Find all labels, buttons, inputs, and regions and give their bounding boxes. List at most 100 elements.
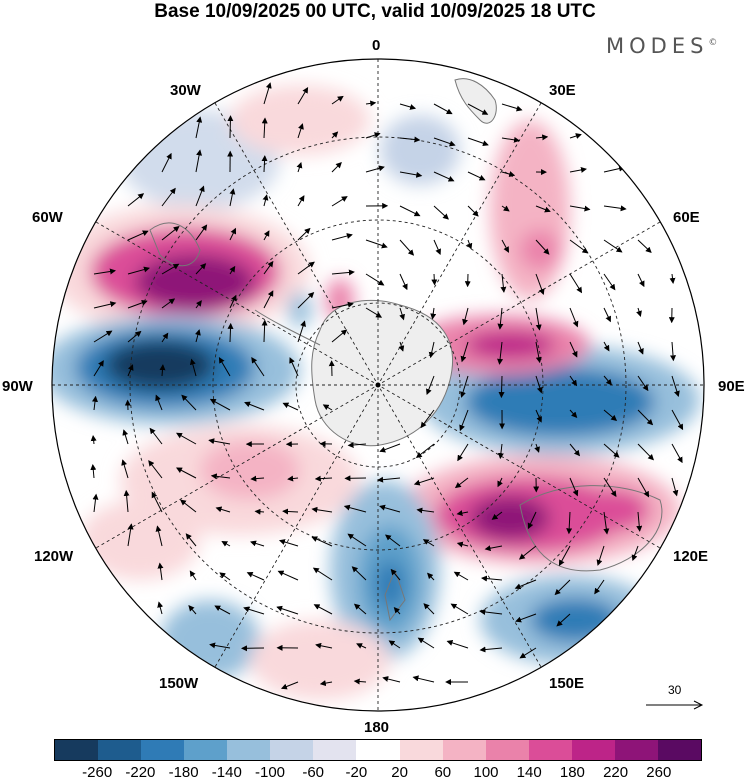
wind-vector <box>262 194 269 207</box>
wind-vector <box>218 357 231 377</box>
wind-vector <box>297 320 306 343</box>
wind-vector <box>313 604 333 615</box>
wind-vector <box>157 562 164 581</box>
wind-vector <box>433 239 441 256</box>
colorbar-tick-label: 60 <box>434 764 452 781</box>
colorbar-swatch <box>571 740 615 760</box>
colorbar-tick-label: 220 <box>603 764 629 781</box>
wind-vector <box>221 541 231 547</box>
wind-vector <box>353 603 367 615</box>
wind-vector <box>322 404 333 411</box>
wind-vector <box>569 443 581 457</box>
wind-vector <box>246 571 265 581</box>
wind-vector <box>671 409 684 431</box>
wind-vector <box>250 475 265 482</box>
wind-vector <box>631 545 639 562</box>
wind-vector <box>462 307 469 326</box>
wind-vector <box>491 511 503 520</box>
wind-vector <box>385 534 401 547</box>
wind-vector <box>331 301 354 309</box>
wind-vector <box>566 511 573 535</box>
wind-vector <box>297 291 315 309</box>
lon-label-180: 180 <box>364 719 390 736</box>
wind-vector <box>569 375 578 387</box>
colorbar-swatch <box>184 740 228 760</box>
wind-vector <box>331 269 355 276</box>
wind-vector <box>263 82 272 105</box>
wind-vector <box>127 230 149 241</box>
wind-vector <box>314 475 333 482</box>
wind-vector <box>127 300 148 309</box>
wind-vector <box>254 508 265 515</box>
wind-vector <box>227 322 234 343</box>
wind-vector <box>515 613 537 623</box>
wind-vector <box>331 95 344 105</box>
wind-vector <box>365 307 383 318</box>
wind-vector <box>603 239 623 253</box>
wind-vector <box>535 239 550 255</box>
wind-vector <box>289 357 299 377</box>
wind-vector <box>90 435 97 445</box>
wind-vector <box>229 294 237 309</box>
wind-vector <box>263 260 274 275</box>
wind-vector <box>280 681 299 690</box>
wind-vector <box>278 539 299 547</box>
wind-vector <box>467 103 489 115</box>
wind-vector <box>151 491 163 513</box>
wind-vector <box>569 409 578 419</box>
wind-vector <box>670 341 677 362</box>
wind-vector <box>121 459 129 479</box>
wind-vector <box>422 539 435 547</box>
colorbar-swatch <box>442 740 486 760</box>
wind-vector <box>399 239 415 256</box>
colorbar-swatch <box>141 740 185 760</box>
wind-vector <box>569 477 579 497</box>
wind-vector <box>519 647 537 659</box>
colorbar-swatch <box>270 740 314 760</box>
wind-vector <box>90 464 97 479</box>
wind-vector <box>311 506 333 513</box>
wind-vector <box>188 605 197 615</box>
wind-vector <box>195 263 207 275</box>
wind-vector <box>331 161 342 173</box>
wind-vector <box>420 409 435 429</box>
wind-vector <box>426 375 435 396</box>
wind-vector <box>603 205 627 212</box>
wind-vector <box>535 205 551 213</box>
wind-vector <box>180 499 197 513</box>
wind-vector <box>176 467 197 479</box>
wind-vector <box>479 646 503 653</box>
wind-vector <box>637 443 654 461</box>
wind-vector <box>365 273 385 286</box>
wind-vector <box>185 533 197 547</box>
wind-vector <box>398 341 405 352</box>
wind-vector <box>637 375 649 392</box>
wind-vector <box>356 643 367 649</box>
wind-vector <box>636 511 643 532</box>
wind-vector <box>603 511 610 535</box>
colorbar-tick-label: -180 <box>168 764 199 781</box>
wind-vector <box>501 205 510 212</box>
wind-vector <box>569 307 579 328</box>
colorbar-tick-label: 100 <box>473 764 499 781</box>
wind-vector <box>93 360 104 377</box>
wind-vector <box>467 205 479 217</box>
wind-vector <box>210 473 231 480</box>
wind-vector <box>603 307 611 323</box>
wind-vector <box>535 134 549 141</box>
wind-vector <box>637 239 652 253</box>
wind-vector <box>558 545 571 567</box>
wind-vector <box>250 540 265 547</box>
wind-vector <box>382 676 401 683</box>
wind-vector <box>467 137 489 147</box>
wind-vector <box>479 609 503 615</box>
brand-logo: MODES© <box>606 34 717 58</box>
wind-vector <box>669 273 676 284</box>
wind-vector <box>671 375 680 398</box>
wind-vector <box>227 115 234 139</box>
wind-vector <box>399 136 421 143</box>
wind-vector <box>603 341 610 352</box>
wind-vector <box>189 570 197 581</box>
wind-vector <box>603 375 613 386</box>
